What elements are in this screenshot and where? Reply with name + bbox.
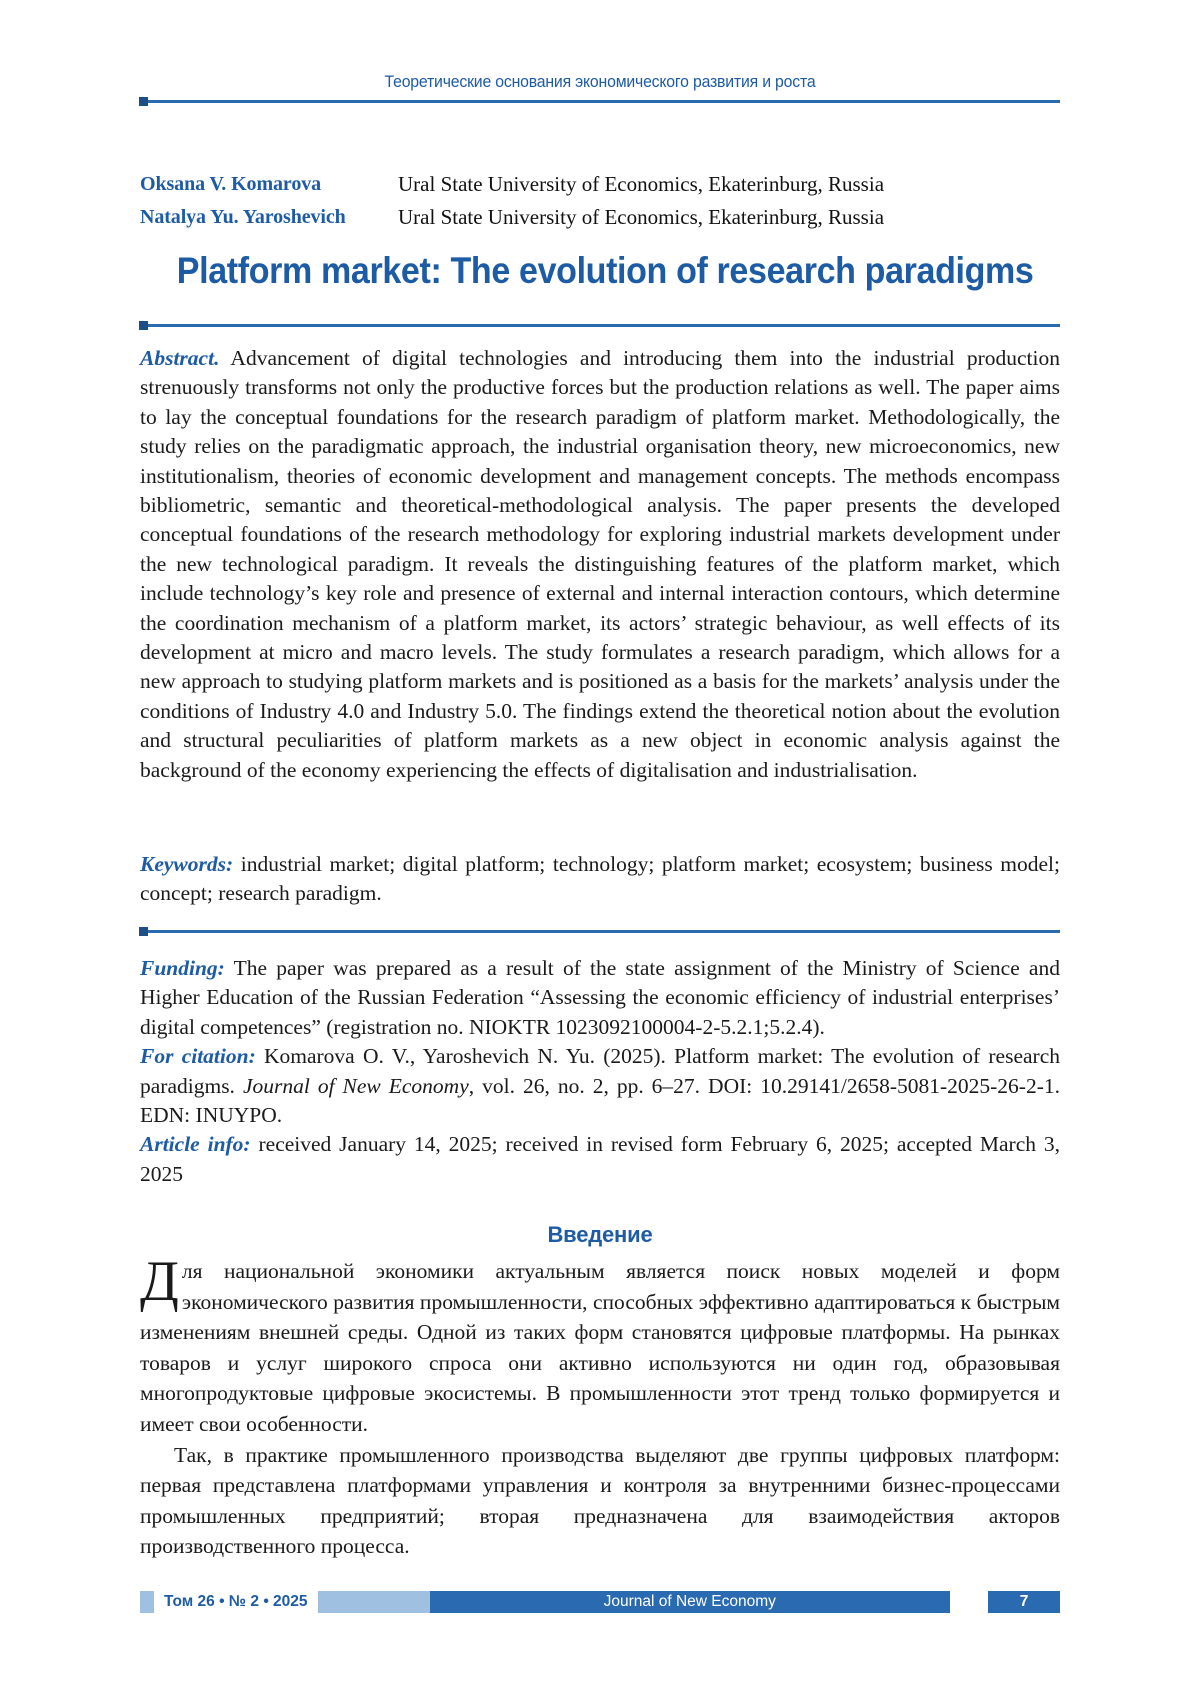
footer-page-number: 7: [988, 1591, 1060, 1613]
author-row: Oksana V. Komarova Ural State University…: [140, 168, 1060, 201]
footer-volume: Том 26 • № 2 • 2025: [164, 1593, 308, 1610]
citation-paragraph: For citation: Komarova O. V., Yaroshevic…: [140, 1042, 1060, 1130]
funding-text: The paper was prepared as a result of th…: [140, 956, 1060, 1039]
footer-gap: [950, 1591, 988, 1613]
footer-bar-left: [317, 1591, 430, 1613]
keywords-label: Keywords:: [140, 852, 234, 876]
footer-journal-title: Journal of New Economy: [429, 1591, 950, 1613]
article-info-paragraph: Article info: received January 14, 2025;…: [140, 1130, 1060, 1189]
header-rule: [139, 97, 1060, 106]
article-info-text: received January 14, 2025; received in r…: [140, 1132, 1061, 1186]
abstract-block: Abstract. Advancement of digital technol…: [140, 344, 1060, 785]
author-affiliation: Ural State University of Economics, Ekat…: [398, 172, 885, 196]
citation-text-before: Komarova O. V., Yaroshevich N. Yu. (2025…: [140, 1044, 1060, 1098]
author-affiliation: Ural State University of Economics, Ekat…: [398, 205, 885, 229]
author-name: Oksana V. Komarova: [140, 173, 322, 195]
intro-paragraph-2: Так, в практике промышленного производст…: [140, 1442, 1060, 1559]
funding-block: Funding: The paper was prepared as a res…: [140, 954, 1060, 1189]
footer-square-marker: [140, 1591, 154, 1613]
keywords-block: Keywords: industrial market; digital pla…: [140, 850, 1060, 909]
intro-paragraph-1-text: ля национальной экономики актуальным явл…: [140, 1259, 1060, 1436]
citation-text-after: , vol. 26, no. 2, pp. 6–27. DOI: 10.2914…: [140, 1073, 1061, 1128]
funding-label: Funding:: [140, 956, 225, 980]
citation-label: For citation:: [140, 1044, 256, 1069]
page-footer: Том 26 • № 2 • 2025 Journal of New Econo…: [140, 1591, 1060, 1613]
funding-paragraph: Funding: The paper was prepared as a res…: [140, 954, 1060, 1042]
abstract-text: Advancement of digital technologies and …: [140, 346, 1060, 782]
page-title: Platform market: The evolution of resear…: [176, 250, 1034, 291]
title-rule: [139, 321, 1060, 330]
author-name: Natalya Yu. Yaroshevich: [140, 206, 346, 228]
drop-cap: Д: [140, 1250, 179, 1313]
section-heading-introduction: Введение: [547, 1222, 653, 1247]
citation-journal-name: Journal of New Economy: [242, 1073, 469, 1098]
author-row: Natalya Yu. Yaroshevich Ural State Unive…: [140, 201, 1060, 234]
funding-rule: [139, 927, 1060, 936]
keywords-text: industrial market; digital platform; tec…: [140, 852, 1061, 906]
article-info-label: Article info:: [140, 1132, 251, 1157]
running-head: Теоретические основания экономического р…: [384, 72, 816, 91]
author-list: Oksana V. Komarova Ural State University…: [140, 168, 1060, 234]
abstract-label: Abstract.: [140, 346, 220, 370]
